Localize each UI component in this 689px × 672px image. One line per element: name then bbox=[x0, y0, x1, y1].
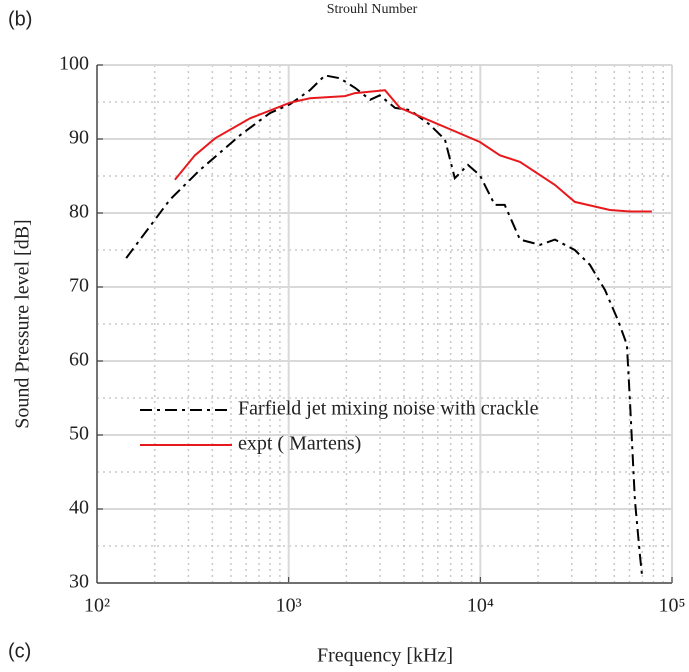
y-tick-label: 90 bbox=[69, 127, 89, 149]
y-tick-label: 100 bbox=[59, 53, 89, 75]
x-axis-label: Frequency [kHz] bbox=[317, 645, 453, 667]
x-tick-label: 10² bbox=[84, 595, 110, 617]
x-tick-label: 10⁵ bbox=[659, 595, 686, 617]
y-tick-label: 40 bbox=[69, 497, 89, 519]
x-tick-label: 10⁴ bbox=[467, 595, 494, 617]
panel-label: (c) bbox=[8, 640, 31, 662]
y-axis-label: Sound Pressure level [dB] bbox=[12, 219, 34, 428]
x-tick-label: 10³ bbox=[276, 595, 302, 617]
y-tick-label: 50 bbox=[69, 423, 89, 445]
panel-label: (b) bbox=[8, 8, 32, 30]
y-tick-label: 60 bbox=[69, 349, 89, 371]
series-line bbox=[174, 89, 652, 213]
legend-label: expt ( Martens) bbox=[238, 433, 361, 455]
y-tick-label: 70 bbox=[69, 275, 89, 297]
y-tick-label: 30 bbox=[69, 571, 89, 593]
y-tick-label: 80 bbox=[69, 201, 89, 223]
chart-title: Strouhl Number bbox=[327, 2, 418, 17]
series-line bbox=[125, 74, 643, 576]
legend-label: Farfield jet mixing noise with crackle bbox=[238, 398, 539, 420]
